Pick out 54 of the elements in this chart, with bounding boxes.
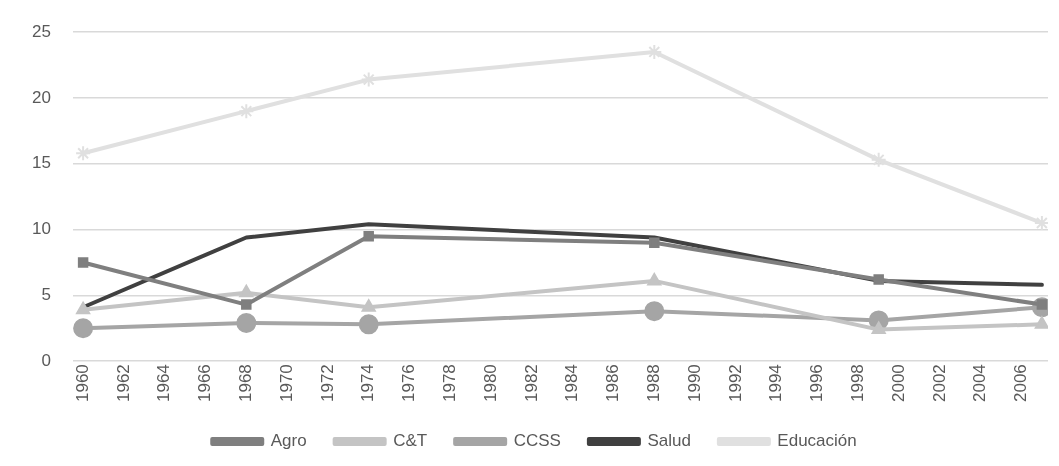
x-tick-label: 1964: [154, 364, 174, 403]
point: [358, 314, 379, 335]
point: [647, 272, 662, 286]
point: [361, 299, 376, 312]
point: [75, 145, 92, 162]
legend-label: Educación: [777, 431, 857, 451]
point: [241, 299, 252, 310]
legend-label: CCSS: [513, 431, 561, 451]
x-tick-label: 1968: [235, 364, 255, 403]
point: [1034, 316, 1048, 329]
point: [76, 301, 91, 315]
point: [363, 230, 374, 242]
point: [239, 284, 254, 298]
x-tick-label: 1984: [562, 364, 582, 403]
legend-label: Agro: [270, 431, 307, 451]
x-tick-label: 1978: [439, 364, 459, 403]
x-tick-label: 1994: [766, 364, 786, 403]
x-tick-label: 1974: [358, 364, 378, 403]
point: [649, 237, 660, 248]
x-tick-label: 2006: [1011, 364, 1031, 403]
x-tick-label: 1976: [399, 364, 419, 403]
x-tick-label: 1960: [72, 364, 92, 403]
y-tick-label: 15: [31, 153, 51, 173]
point: [73, 318, 94, 339]
x-tick-label: 1970: [276, 364, 296, 403]
x-tick-label: 1988: [643, 364, 663, 403]
x-tick-label: 1992: [725, 364, 745, 403]
x-tick-label: 1972: [317, 364, 337, 403]
y-tick-label: 0: [41, 350, 51, 370]
point: [238, 103, 255, 120]
point: [644, 301, 665, 322]
legend-label: C&T: [393, 431, 428, 451]
point: [871, 321, 886, 335]
y-tick-label: 25: [31, 21, 51, 41]
y-tick-label: 5: [41, 285, 51, 305]
legend-label: Salud: [647, 431, 691, 451]
x-tick-label: 1990: [684, 364, 704, 403]
point: [870, 151, 887, 168]
x-tick-label: 2000: [888, 364, 908, 403]
point: [77, 257, 89, 268]
y-tick-label: 20: [31, 87, 51, 107]
point: [1033, 215, 1048, 232]
point: [873, 274, 884, 285]
x-tick-label: 1998: [847, 364, 867, 403]
x-tick-label: 1966: [195, 364, 215, 403]
x-tick-label: 1996: [807, 364, 827, 403]
x-tick-label: 1986: [603, 364, 623, 403]
x-tick-label: 2004: [970, 364, 990, 403]
x-tick-label: 1962: [113, 364, 133, 403]
x-tick-label: 2002: [929, 364, 949, 403]
y-tick-label: 10: [31, 219, 51, 239]
x-tick-label: 1982: [521, 364, 541, 403]
point: [236, 313, 257, 334]
x-tick-label: 1980: [480, 364, 500, 403]
